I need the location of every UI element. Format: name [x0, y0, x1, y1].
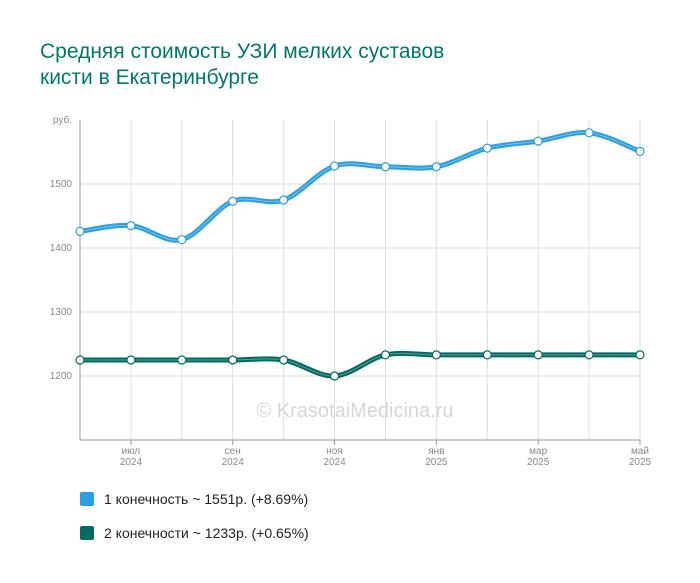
point — [228, 355, 238, 365]
point — [380, 162, 391, 172]
x-tick-label: 2025 — [425, 457, 448, 468]
x-tick-label: 2024 — [323, 457, 346, 468]
point — [584, 128, 594, 138]
point — [329, 161, 340, 171]
point — [533, 136, 543, 146]
chart-title: Средняя стоимость УЗИ мелких суставов — [40, 40, 444, 63]
x-tick-label: 2024 — [222, 457, 245, 468]
point — [635, 146, 645, 156]
point — [635, 350, 645, 360]
x-tick-label: 2024 — [120, 457, 143, 468]
x-tick-label: мар — [529, 446, 547, 457]
point — [126, 355, 136, 365]
point — [279, 195, 289, 205]
point — [126, 221, 136, 231]
point — [329, 371, 340, 381]
watermark: © KrasotaiMedicina.ru — [256, 400, 453, 422]
y-tick-label: 1300 — [50, 307, 73, 318]
point — [431, 350, 441, 360]
point — [228, 196, 238, 206]
x-tick-label: ноя — [326, 446, 343, 457]
point — [279, 355, 289, 365]
point — [482, 350, 492, 360]
point — [533, 350, 543, 360]
series-line-highlight — [79, 132, 641, 241]
y-tick-label: 1200 — [50, 371, 73, 382]
legend-swatch — [80, 492, 94, 506]
legend-label: 2 конечности ~ 1233р. (+0.65%) — [104, 525, 309, 541]
point — [482, 143, 492, 153]
y-tick-label: 1400 — [50, 243, 73, 254]
point — [177, 235, 187, 245]
legend-label: 1 конечность ~ 1551р. (+8.69%) — [104, 491, 308, 507]
legend-swatch — [80, 526, 94, 540]
chart-title: кисти в Екатеринбурге — [40, 66, 259, 89]
x-tick-label: май — [631, 446, 649, 457]
x-tick-label: июл — [122, 446, 141, 457]
x-tick-label: янв — [428, 446, 444, 457]
point — [75, 226, 85, 236]
point — [75, 355, 85, 365]
x-tick-label: сен — [225, 446, 241, 457]
y-tick-label: руб. — [53, 114, 72, 126]
x-tick-label: 2025 — [629, 457, 652, 468]
y-tick-label: 1500 — [50, 179, 73, 190]
x-tick-label: 2025 — [527, 457, 550, 468]
point — [431, 162, 441, 172]
point — [380, 350, 391, 360]
point — [177, 355, 187, 365]
series-line — [79, 130, 641, 243]
point — [584, 350, 594, 360]
series-line — [80, 350, 640, 379]
